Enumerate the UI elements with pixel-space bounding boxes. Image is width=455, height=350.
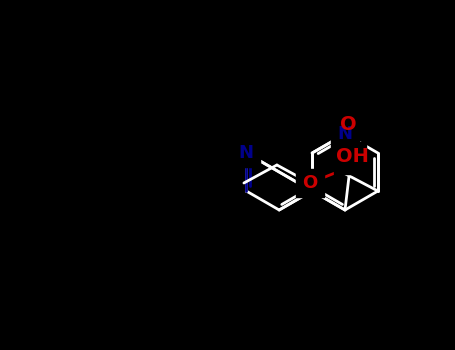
Text: N: N [338,125,353,143]
Point [306,180,313,186]
Point [344,123,352,129]
Point [341,131,349,137]
Point [243,150,250,156]
Text: O: O [339,114,356,133]
Text: OH: OH [336,147,369,166]
Text: O: O [302,174,318,192]
Point [346,155,354,161]
Text: N: N [239,144,254,162]
